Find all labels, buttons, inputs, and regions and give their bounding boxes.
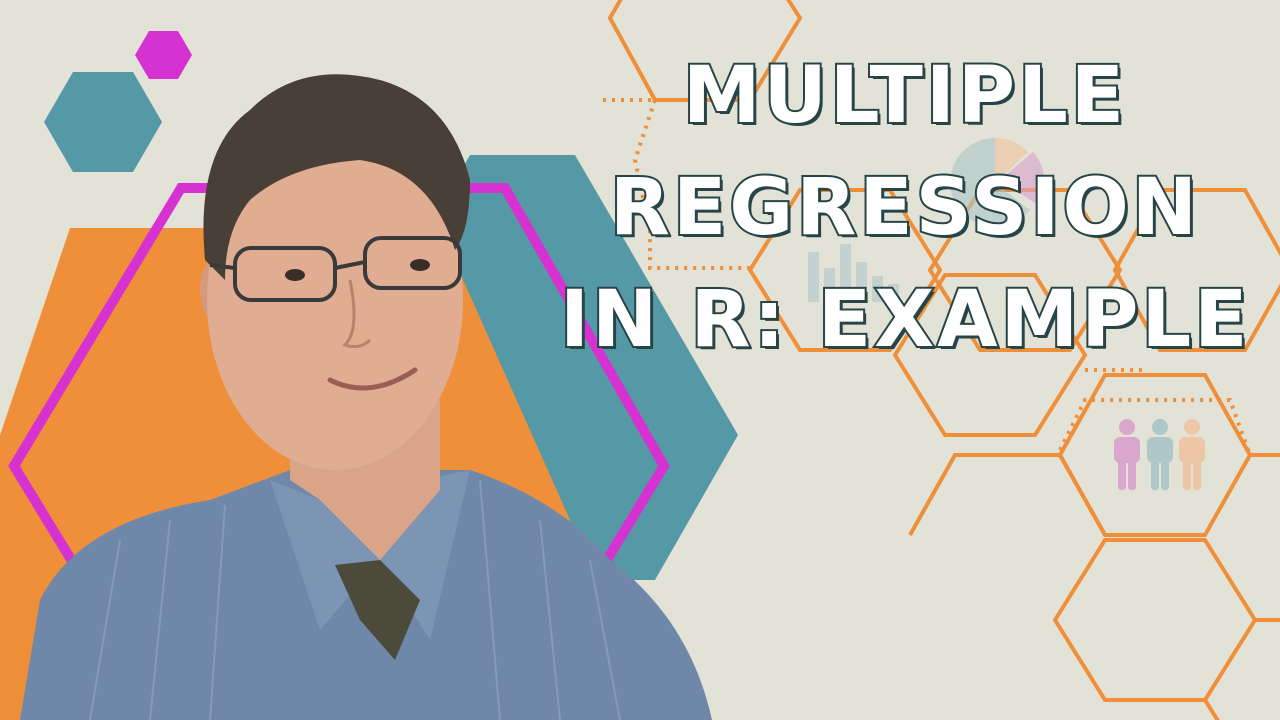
pie-chart-icon: [950, 137, 1045, 227]
outline-hexagon: [747, 188, 943, 352]
undershirt: [335, 560, 420, 660]
teal-large-hexagon: [390, 155, 738, 580]
title-line-1: MULTIPLE: [681, 49, 1128, 143]
glasses: [209, 236, 462, 302]
hexagon-network: [607, 0, 1280, 720]
video-title: MULTIPLE REGRESSION IN R: EXAMPLE: [558, 40, 1251, 376]
outline-hexagon: [892, 273, 1088, 437]
presenter-photo: [20, 74, 712, 720]
smile: [327, 367, 418, 391]
outline-hexagon: [1112, 188, 1280, 352]
teal-small-hexagon: [44, 72, 162, 172]
magenta-hexagon: [135, 31, 192, 79]
bar-chart-icon: [808, 244, 899, 302]
outline-hexagon: [1203, 698, 1220, 720]
outline-hexagon: [1052, 538, 1258, 702]
dotted-line: [632, 99, 755, 270]
people-icon: [1114, 419, 1205, 490]
person-icon: [1147, 419, 1173, 490]
dotted-connectors: [600, 98, 1252, 456]
dotted-line: [1058, 398, 1252, 456]
outline-hexagon: [908, 453, 1107, 536]
hair: [203, 74, 470, 281]
title-line-2: REGRESSION: [608, 161, 1201, 255]
magenta-outline-hexagon: [8, 183, 670, 720]
title-line-3: IN R: EXAMPLE: [558, 273, 1251, 367]
person-icon: [1114, 419, 1140, 490]
face: [207, 130, 463, 470]
person-icon: [1179, 419, 1205, 490]
